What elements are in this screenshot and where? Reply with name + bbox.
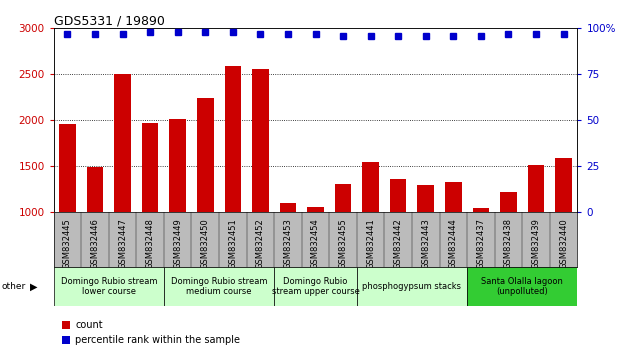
Text: ▶: ▶ bbox=[30, 282, 38, 292]
Text: Santa Olalla lagoon
(unpolluted): Santa Olalla lagoon (unpolluted) bbox=[481, 277, 563, 296]
Text: Domingo Rubio
stream upper course: Domingo Rubio stream upper course bbox=[271, 277, 360, 296]
Text: GDS5331 / 19890: GDS5331 / 19890 bbox=[54, 14, 165, 27]
Bar bbox=[169, 119, 186, 212]
Text: Domingo Rubio stream
lower course: Domingo Rubio stream lower course bbox=[61, 277, 157, 296]
Bar bbox=[252, 69, 269, 212]
Bar bbox=[335, 184, 351, 212]
Bar bbox=[307, 207, 324, 212]
Bar bbox=[528, 165, 545, 212]
Bar bbox=[555, 158, 572, 212]
Bar bbox=[86, 167, 103, 212]
Legend: count, percentile rank within the sample: count, percentile rank within the sample bbox=[59, 316, 244, 349]
Bar bbox=[225, 66, 241, 212]
Bar bbox=[142, 123, 158, 212]
Bar bbox=[473, 208, 489, 212]
Bar bbox=[362, 162, 379, 212]
Bar bbox=[114, 74, 131, 212]
Bar bbox=[357, 267, 467, 306]
Bar bbox=[274, 267, 357, 306]
Bar bbox=[280, 203, 296, 212]
Bar bbox=[445, 182, 462, 212]
Bar bbox=[164, 267, 274, 306]
Bar bbox=[59, 124, 76, 212]
Bar bbox=[418, 185, 434, 212]
Bar bbox=[500, 192, 517, 212]
Text: phosphogypsum stacks: phosphogypsum stacks bbox=[362, 282, 461, 291]
Text: other: other bbox=[2, 282, 26, 291]
Bar bbox=[54, 267, 164, 306]
Bar bbox=[197, 98, 213, 212]
Bar bbox=[467, 267, 577, 306]
Bar bbox=[390, 179, 406, 212]
Text: Domingo Rubio stream
medium course: Domingo Rubio stream medium course bbox=[171, 277, 268, 296]
